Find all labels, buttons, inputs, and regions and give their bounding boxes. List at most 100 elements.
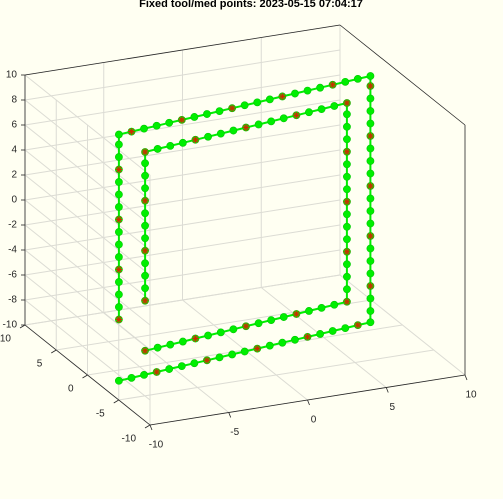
- data-point: [115, 190, 123, 199]
- data-point: [366, 194, 375, 203]
- data-point: [343, 272, 351, 281]
- data-point: [240, 347, 249, 356]
- data-point: [254, 120, 263, 129]
- star-marker: [115, 216, 123, 223]
- z-tick-label: 2: [11, 170, 17, 181]
- data-point: [316, 83, 325, 92]
- data-point: [279, 114, 288, 123]
- star-marker: [343, 248, 351, 256]
- data-point: [165, 365, 174, 373]
- data-point: [166, 340, 175, 349]
- data-point: [115, 290, 123, 299]
- y-tick-label: -5: [96, 409, 105, 420]
- data-point: [341, 324, 350, 332]
- z-tick-label: 10: [6, 70, 18, 81]
- star-marker: [141, 297, 149, 305]
- data-point: [366, 307, 375, 315]
- z-tick-label: -6: [8, 270, 17, 281]
- data-point: [190, 359, 199, 368]
- data-point: [127, 373, 136, 382]
- data-point: [317, 105, 326, 114]
- star-marker: [343, 148, 351, 156]
- star-marker: [178, 116, 186, 124]
- star-marker: [115, 166, 123, 173]
- data-point: [267, 117, 276, 126]
- star-marker: [128, 128, 136, 136]
- x-tick-label: 5: [389, 402, 395, 413]
- star-marker: [191, 335, 199, 342]
- tick-mark: [385, 387, 389, 393]
- data-point: [366, 72, 375, 80]
- star-marker: [141, 347, 149, 355]
- data-point: [316, 330, 325, 338]
- data-point: [366, 144, 375, 153]
- data-point: [341, 77, 350, 86]
- data-point: [330, 102, 339, 110]
- star-marker: [228, 104, 236, 112]
- data-point: [140, 370, 148, 379]
- data-point: [141, 234, 149, 243]
- z-tick-label: -10: [3, 320, 18, 331]
- grid-line: [118, 349, 434, 401]
- star-marker: [292, 310, 300, 318]
- tick-mark: [144, 424, 151, 429]
- star-marker: [292, 111, 300, 119]
- data-point: [291, 89, 299, 98]
- grid-line: [24, 274, 341, 326]
- z-tick-label: -2: [8, 220, 17, 231]
- tick-mark: [113, 399, 119, 404]
- data-point: [330, 300, 339, 309]
- star-marker: [253, 345, 261, 353]
- data-point: [177, 362, 186, 371]
- data-point: [203, 110, 211, 118]
- data-point: [343, 235, 351, 244]
- z-tick-label: 4: [11, 145, 17, 156]
- data-point: [343, 285, 351, 294]
- data-point: [366, 107, 375, 115]
- star-marker: [115, 266, 123, 273]
- z-tick-label: -8: [8, 295, 17, 306]
- data-point: [366, 157, 375, 165]
- data-point: [140, 124, 148, 133]
- data-point: [305, 307, 313, 315]
- data-point: [366, 294, 375, 303]
- data-point: [343, 135, 351, 144]
- data-point: [366, 318, 375, 327]
- data-point: [305, 108, 313, 117]
- data-point: [291, 335, 299, 344]
- star-marker: [366, 132, 374, 140]
- data-point: [216, 328, 225, 337]
- data-point: [366, 269, 375, 278]
- data-point: [229, 325, 238, 334]
- data-point: [228, 350, 237, 359]
- data-line: [117, 74, 372, 382]
- data-point: [229, 126, 238, 135]
- data-point: [366, 257, 375, 265]
- z-tick-label: 6: [11, 120, 17, 131]
- data-point: [115, 253, 123, 261]
- x-tick-label: -5: [230, 427, 239, 438]
- data-point: [141, 184, 149, 193]
- data-point: [115, 228, 123, 236]
- data-point: [253, 98, 262, 107]
- star-marker: [141, 197, 149, 205]
- star-marker: [343, 298, 351, 306]
- data-point: [317, 303, 326, 312]
- z-tick-label: 0: [11, 195, 17, 206]
- data-point: [178, 337, 187, 346]
- data-point: [153, 145, 162, 153]
- data-point: [165, 118, 174, 127]
- data-point: [115, 203, 123, 211]
- tick-mark: [464, 374, 468, 381]
- star-marker: [242, 123, 250, 131]
- tick-mark: [149, 424, 153, 431]
- data-point: [215, 107, 224, 115]
- data-point: [353, 75, 362, 83]
- data-point: [343, 210, 351, 219]
- star-marker: [366, 82, 374, 90]
- star-marker: [304, 333, 312, 341]
- data-point: [141, 159, 149, 168]
- data-point: [343, 122, 351, 131]
